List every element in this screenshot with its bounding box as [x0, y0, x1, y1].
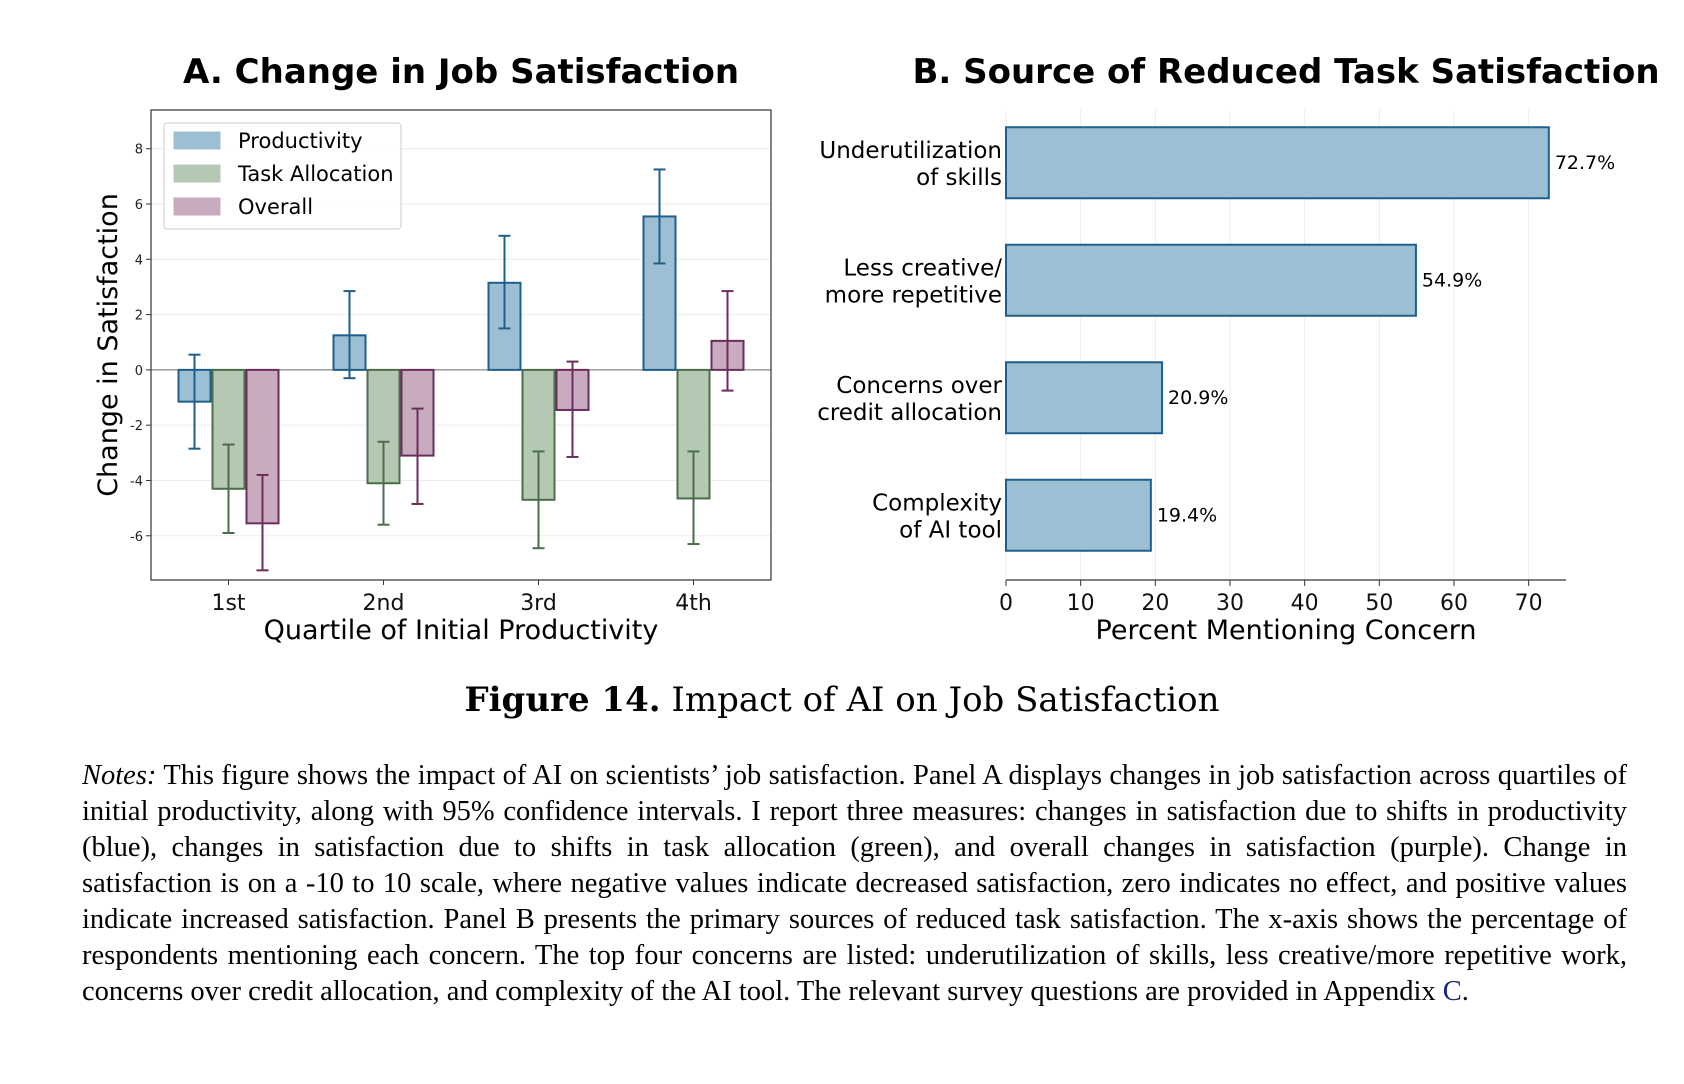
x-tick-label: 50: [1365, 591, 1393, 616]
data-label: 20.9%: [1168, 387, 1228, 409]
y-tick-label: -6: [130, 530, 143, 545]
bar-concern: [1005, 361, 1164, 435]
y-tick-label: -2: [130, 419, 143, 434]
legend-box: [163, 122, 402, 230]
x-tick-label: 70: [1515, 591, 1543, 616]
chart-b-source-of-reduced-task-satisfaction: B. Source of Reduced Task Satisfaction 0 1…: [817, 52, 1659, 646]
notes-text: This figure shows the impact of AI on sc…: [82, 760, 1627, 1007]
legend: Productivity Task Allocation Overall: [163, 122, 402, 230]
figure-caption: Figure 14. Impact of AI on Job Satisfact…: [0, 680, 1684, 720]
x-tick-label: 30: [1216, 591, 1244, 616]
y-axis-label: Change in Satisfaction: [93, 193, 124, 497]
legend-swatch: [173, 164, 221, 183]
y-category-label: Less creative/: [843, 255, 1002, 281]
y-tick-label: 2: [135, 309, 143, 324]
legend-label: Productivity: [238, 129, 363, 153]
bar-concern: [1005, 243, 1417, 317]
x-tick-label: 3rd: [520, 591, 557, 616]
y-tick-label: 6: [135, 198, 143, 213]
x-tick-label: 40: [1291, 591, 1319, 616]
x-tick-label: 2nd: [363, 591, 405, 616]
figure-notes: Notes: This figure shows the impact of A…: [82, 758, 1627, 1010]
plot-frame: [150, 109, 772, 581]
x-axis-label: Quartile of Initial Productivity: [264, 615, 659, 646]
legend-swatch: [173, 131, 221, 150]
legend-label: Overall: [238, 195, 313, 219]
chart-a-change-in-job-satisfaction: A. Change in Job Satisfaction -6 -4 -2 0 2 4 6 8…: [93, 52, 772, 646]
x-tick-label: 10: [1067, 591, 1095, 616]
legend-swatch: [173, 197, 221, 216]
y-tick-label: 4: [135, 253, 143, 268]
y-category-label: of skills: [916, 165, 1002, 191]
x-tick-label: 20: [1141, 591, 1169, 616]
y-category-label: credit allocation: [817, 400, 1002, 426]
y-tick-label: 0: [135, 364, 143, 379]
figure-label: Figure 14.: [464, 680, 661, 720]
chart-b-title: B. Source of Reduced Task Satisfaction: [912, 52, 1659, 92]
y-category-label: of AI tool: [899, 517, 1002, 543]
y-category-label: Complexity: [872, 490, 1002, 516]
legend-label: Task Allocation: [237, 162, 394, 186]
x-tick-label: 1st: [211, 591, 245, 616]
notes-label: Notes:: [82, 760, 157, 791]
bar-concern: [1005, 126, 1550, 200]
x-tick-label: 60: [1440, 591, 1468, 616]
chart-a-title: A. Change in Job Satisfaction: [183, 52, 739, 92]
figure-title: Impact of AI on Job Satisfaction: [671, 680, 1220, 720]
y-category-label: more repetitive: [825, 282, 1002, 308]
y-category-label: Concerns over: [836, 373, 1002, 399]
appendix-link[interactable]: C: [1442, 976, 1462, 1007]
y-category-label: Underutilization: [819, 138, 1002, 164]
bar-concern: [1005, 478, 1152, 552]
y-tick-label: -4: [130, 474, 143, 489]
data-label: 19.4%: [1157, 504, 1217, 526]
y-tick-label: 8: [135, 143, 143, 158]
data-label: 72.7%: [1555, 152, 1615, 174]
data-label: 54.9%: [1422, 269, 1482, 291]
x-axis-label: Percent Mentioning Concern: [1096, 615, 1477, 646]
x-tick-label: 4th: [675, 591, 712, 616]
notes-end: .: [1461, 976, 1469, 1007]
x-tick-label: 0: [999, 591, 1013, 616]
